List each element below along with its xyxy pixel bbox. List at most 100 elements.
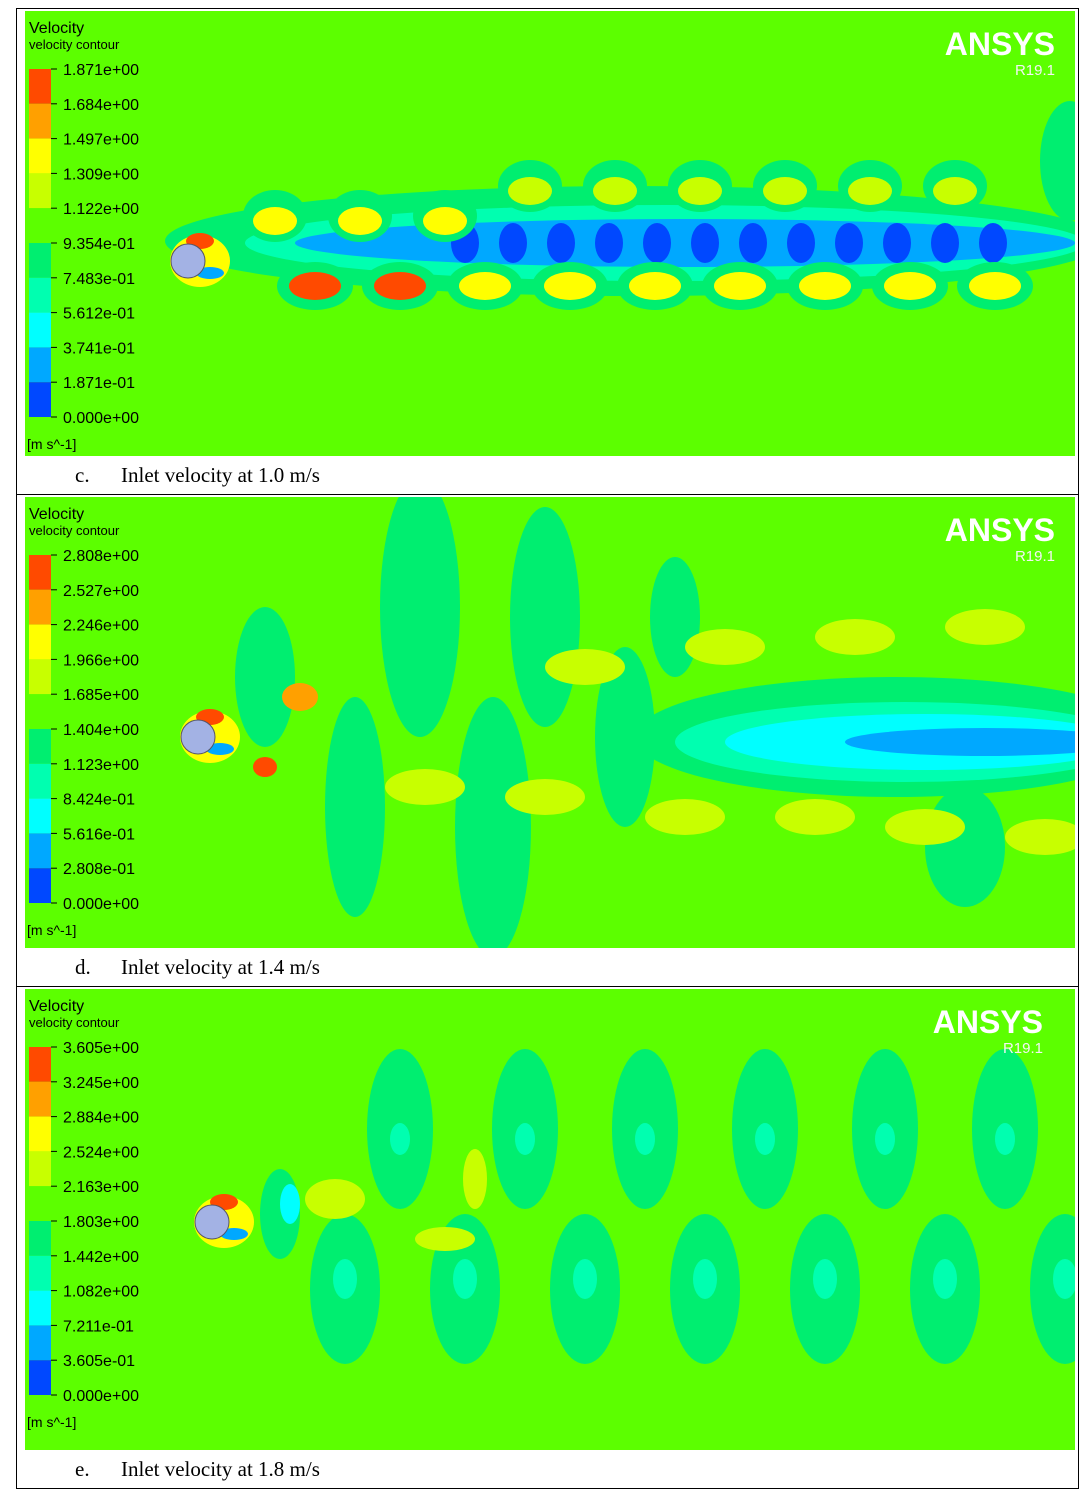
contour-plot: Velocityvelocity contour3.605e+003.245e+… <box>25 989 1075 1450</box>
legend-label: 5.612e-01 <box>63 306 135 323</box>
contour-region <box>453 1259 477 1299</box>
contour-region <box>787 223 815 263</box>
contour-region <box>338 207 382 235</box>
contour-region <box>510 507 580 727</box>
legend-subtitle: velocity contour <box>29 37 120 52</box>
contour-region <box>691 223 719 263</box>
contour-region <box>813 1259 837 1299</box>
contour-region <box>374 272 426 300</box>
brand-version: R19.1 <box>1003 1040 1043 1057</box>
color-bin <box>29 1082 51 1117</box>
contour-region <box>945 609 1025 645</box>
legend-subtitle: velocity contour <box>29 1015 120 1030</box>
color-bin <box>29 1047 51 1082</box>
contour-region <box>815 619 895 655</box>
legend-label: 5.616e-01 <box>63 826 135 843</box>
contour-region <box>595 223 623 263</box>
panel: Velocityvelocity contour3.605e+003.245e+… <box>17 989 1078 1489</box>
color-bin <box>29 1221 51 1256</box>
brand-version: R19.1 <box>1015 548 1055 565</box>
caption-label: e. <box>75 1450 121 1488</box>
contour-region <box>650 557 700 677</box>
contour-region <box>685 629 765 665</box>
color-bin <box>29 555 51 590</box>
legend-title: Velocity <box>29 20 84 37</box>
contour-region <box>415 1227 475 1251</box>
color-bin <box>29 729 51 764</box>
color-bin <box>29 694 51 729</box>
legend-label: 1.497e+00 <box>63 132 139 149</box>
color-bin <box>29 799 51 834</box>
legend-label: 1.684e+00 <box>63 97 139 114</box>
legend-label: 3.245e+00 <box>63 1075 139 1092</box>
contour-region <box>499 223 527 263</box>
contour-region <box>515 1123 535 1155</box>
legend-label: 9.354e-01 <box>63 236 135 253</box>
color-bin <box>29 1291 51 1326</box>
legend-label: 2.808e-01 <box>63 861 135 878</box>
legend-label: 1.082e+00 <box>63 1284 139 1301</box>
contour-region <box>593 177 637 205</box>
contour-region <box>645 799 725 835</box>
caption-label: c. <box>75 456 121 494</box>
contour-region <box>455 697 531 948</box>
legend-label: 1.309e+00 <box>63 166 139 183</box>
contour-region <box>969 272 1021 300</box>
contour-region <box>508 177 552 205</box>
contour-region <box>235 607 295 747</box>
caption-label: d. <box>75 948 121 986</box>
color-bin <box>29 139 51 174</box>
contour-region <box>629 272 681 300</box>
legend-label: 0.000e+00 <box>63 410 139 427</box>
cylinder <box>181 720 215 754</box>
legend-label: 1.123e+00 <box>63 757 139 774</box>
contour-region <box>925 787 1005 907</box>
brand-version: R19.1 <box>1015 62 1055 79</box>
color-bin <box>29 104 51 139</box>
flow-field <box>25 989 1075 1450</box>
contour-region <box>253 757 277 777</box>
legend-label: 3.741e-01 <box>63 340 135 357</box>
contour-region <box>979 223 1007 263</box>
contour-region <box>693 1259 717 1299</box>
caption: e.Inlet velocity at 1.8 m/s <box>17 1450 1078 1488</box>
contour-region <box>289 272 341 300</box>
color-bin <box>29 833 51 868</box>
contour-region <box>995 1123 1015 1155</box>
contour-region <box>547 223 575 263</box>
contour-region <box>253 207 297 235</box>
color-bin <box>29 69 51 104</box>
legend-label: 1.442e+00 <box>63 1249 139 1266</box>
color-bin <box>29 278 51 313</box>
contour-region <box>739 223 767 263</box>
cylinder <box>195 1205 229 1239</box>
contour-region <box>544 272 596 300</box>
caption: c.Inlet velocity at 1.0 m/s <box>17 456 1078 494</box>
contour-region <box>505 779 585 815</box>
contour-region <box>635 1123 655 1155</box>
legend-label: 7.211e-01 <box>63 1318 134 1335</box>
contour-region <box>931 223 959 263</box>
legend-title: Velocity <box>29 506 84 523</box>
color-bin <box>29 382 51 417</box>
color-bin <box>29 659 51 694</box>
contour-region <box>385 769 465 805</box>
color-bin <box>29 313 51 348</box>
caption-text: Inlet velocity at 1.0 m/s <box>121 463 320 487</box>
legend-unit: [m s^-1] <box>27 1414 76 1430</box>
color-bin <box>29 1256 51 1291</box>
legend-subtitle: velocity contour <box>29 523 120 538</box>
color-bin <box>29 208 51 243</box>
caption: d.Inlet velocity at 1.4 m/s <box>17 948 1078 986</box>
contour-region <box>883 223 911 263</box>
contour-plot: Velocityvelocity contour2.808e+002.527e+… <box>25 497 1075 948</box>
contour-region <box>423 207 467 235</box>
legend-label: 2.884e+00 <box>63 1110 139 1127</box>
legend-label: 2.246e+00 <box>63 618 139 635</box>
legend-label: 0.000e+00 <box>63 1388 139 1405</box>
color-bin <box>29 764 51 799</box>
legend-label: 7.483e-01 <box>63 271 135 288</box>
color-bin <box>29 625 51 660</box>
